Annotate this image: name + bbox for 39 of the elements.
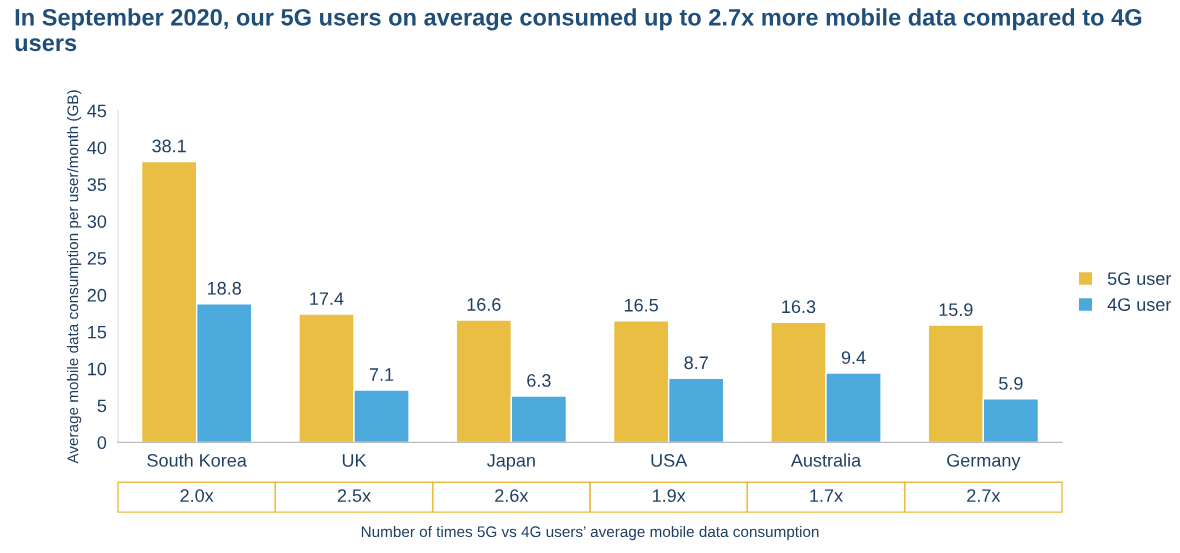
- text: 1.7x: [810, 489, 843, 502]
- y-tick-label: 10: [88, 362, 107, 376]
- data-label: 16.3: [782, 300, 816, 314]
- text: 2.5x: [337, 489, 371, 502]
- data-label: 6.3: [527, 374, 551, 387]
- x-tick-label: South Korea: [147, 453, 247, 467]
- text: 2.7x: [967, 489, 1001, 502]
- chart-title: In September 2020, our 5G users on average consumed up to 2.7x more mobile data compared to 4G users: [15, 8, 1142, 52]
- y-tick-label: 30: [87, 215, 107, 228]
- y-axis-title: Average mobile data consumption per user/month (GB): [67, 90, 82, 464]
- data-label: 16.6: [467, 298, 501, 311]
- data-label: 16.5: [624, 298, 658, 312]
- y-tick-label: 5: [97, 399, 107, 413]
- text: 1.9x: [652, 489, 686, 502]
- x-tick-label: USA: [651, 453, 688, 467]
- data-label: 17.4: [310, 292, 344, 305]
- x-tick-label: Germany: [947, 453, 1021, 471]
- y-tick-label: 25: [87, 252, 107, 265]
- x-axis-title: Number of times 5G vs 4G users’ average mobile data consumption: [361, 525, 819, 541]
- data-label: 7.1: [369, 368, 394, 381]
- data-label: 18.8: [208, 281, 241, 295]
- y-tick-label: 0: [97, 436, 107, 450]
- legend-label: 4G user: [1107, 298, 1172, 311]
- y-tick-label: 40: [87, 141, 107, 155]
- data-label: 9.4: [841, 351, 866, 364]
- x-tick-label: Japan: [487, 454, 535, 471]
- x-tick-label: Australia: [790, 453, 862, 467]
- y-tick-label: 45: [87, 104, 107, 118]
- data-label: 38.1: [152, 139, 186, 153]
- text: 2.6x: [495, 489, 529, 502]
- legend-label: 5G user: [1107, 272, 1172, 286]
- y-tick-label: 15: [88, 325, 107, 339]
- y-tick-label: 35: [87, 178, 107, 192]
- x-tick-label: UK: [342, 454, 367, 467]
- data-label: 8.7: [684, 356, 708, 370]
- data-label: 5.9: [999, 376, 1023, 390]
- y-tick-label: 20: [87, 288, 107, 302]
- data-label: 15.9: [939, 303, 973, 317]
- text: 2.0x: [180, 489, 214, 502]
